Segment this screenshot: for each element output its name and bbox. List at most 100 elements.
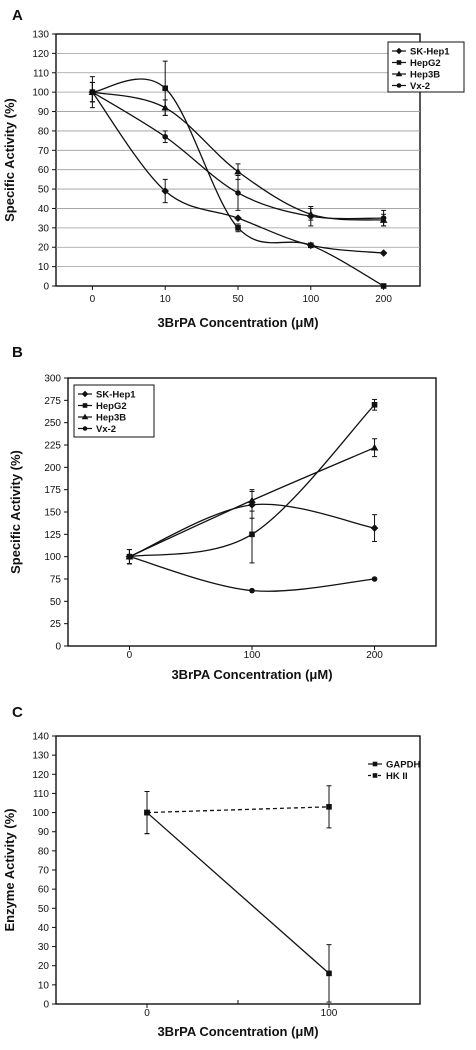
- panel-a-y-tick-label: 0: [43, 282, 49, 293]
- panel-c-series-hk-ii-line: [146, 806, 330, 814]
- panel-a-y-axis-title: Specific Activity (%): [2, 98, 17, 222]
- panel-a-y-tick-label: 80: [38, 126, 50, 137]
- panel-a-x-tick-label: 0: [90, 294, 96, 305]
- panel-a-x-tick-label: 10: [160, 294, 172, 305]
- panel-c-y-tick-label: 60: [38, 885, 50, 896]
- panel-a-series-vx-2-point: [162, 133, 168, 140]
- panel-b-legend-sk-hep1-swatch-marker: [81, 390, 89, 398]
- panel-c-legend-hk-ii-text: HK II: [386, 771, 408, 782]
- panel-a-x-axis-title: 3BrPA Concentration (μM): [157, 315, 318, 330]
- panel-b-x-tick-label: 0: [127, 650, 133, 661]
- panel-c-legend-gapdh-text: GAPDH: [386, 760, 420, 771]
- panel-c-y-tick-label: 100: [32, 808, 49, 819]
- panel-b-y-axis-title: Specific Activity (%): [8, 450, 23, 574]
- panel-c-y-tick-label: 90: [38, 827, 50, 838]
- panel-a-series-hep3b-point: [234, 167, 242, 175]
- panel-b-y-tick-label: 100: [44, 552, 61, 563]
- panel-c-y-tick-label: 70: [38, 866, 50, 877]
- panel-a-y-tick-label: 40: [38, 204, 50, 215]
- panel-a-series-vx-2-point: [308, 213, 314, 220]
- panel-c-y-tick-label: 30: [38, 942, 50, 953]
- panel-b-y-tick-label: 200: [44, 463, 61, 474]
- panel-c-y-tick-label: 40: [38, 923, 50, 934]
- panel-a-plot-frame: [55, 33, 421, 287]
- panel-c-series-hk-ii-point: [326, 804, 332, 810]
- panel-a-legend-vx-2-text: Vx-2: [410, 81, 430, 92]
- panel-a-y-tick-label: 20: [38, 243, 50, 254]
- panel-c-series-gapdh-point: [326, 970, 332, 977]
- panel-a-y-tick-label: 90: [38, 107, 50, 118]
- panel-a-series-sk-hep1-point: [379, 249, 388, 257]
- panel-c-y-tick-label: 80: [38, 846, 50, 857]
- panel-b-y-tick-label: 75: [50, 575, 62, 586]
- panel-a-series-hep3b-point: [161, 103, 169, 111]
- panel-b-x-tick-label: 200: [366, 650, 383, 661]
- panel-a-y-tick-label: 130: [32, 30, 49, 41]
- panel-a-series-vx-2-point: [89, 89, 96, 95]
- panel-b-legend-vx-2-swatch-marker: [82, 426, 88, 431]
- panel-a-y-tick-label: 60: [38, 165, 50, 176]
- panel-b-series-hepg2-point: [371, 402, 378, 408]
- panel-a-series-hepg2-point: [380, 283, 387, 289]
- panel-c-series-hk-ii-point: [144, 809, 150, 816]
- panel-c-y-tick-label: 110: [33, 789, 49, 800]
- panel-c-y-tick-label: 20: [38, 961, 50, 972]
- panel-b-y-tick-label: 225: [44, 441, 61, 452]
- panel-c-series-gapdh-line: [146, 812, 330, 974]
- panel-a-x-tick-label: 100: [302, 294, 319, 305]
- panel-b-legend-sk-hep1-text: SK-Hep1: [96, 390, 136, 401]
- panel-b-series-hepg2-point: [249, 531, 255, 538]
- panel-c-x-axis-title: 3BrPA Concentration (μM): [157, 1024, 318, 1039]
- panel-b-x-tick-label: 100: [244, 650, 261, 661]
- panel-b-series-hep3b-point: [248, 496, 256, 504]
- panel-c-legend-hk-ii-swatch-marker: [372, 773, 378, 778]
- panel-c-y-tick-label: 130: [32, 751, 49, 762]
- panel-a-series-vx-2-point: [380, 215, 387, 221]
- panel-b-series-vx-2-point: [371, 576, 378, 582]
- panel-b-legend-vx-2-text: Vx-2: [96, 424, 116, 435]
- panel-c-y-tick-label: 50: [38, 904, 50, 915]
- panel-a-y-tick-label: 70: [38, 146, 50, 157]
- panel-a-series-vx-2-point: [235, 190, 241, 196]
- panel-b-y-tick-label: 125: [44, 530, 61, 541]
- panel-b-y-tick-label: 50: [50, 597, 62, 608]
- panel-b-y-tick-label: 300: [44, 374, 61, 385]
- panel-b-y-tick-label: 150: [44, 508, 61, 519]
- panel-b-series-hep3b-point: [370, 443, 379, 451]
- panel-c-y-tick-label: 140: [32, 732, 49, 743]
- panel-a-legend-hep3b-text: Hep3B: [410, 70, 440, 81]
- panel-a-series-hepg2-line: [92, 78, 384, 287]
- panel-a-series-sk-hep1-point: [234, 214, 242, 222]
- panel-b-series-vx-2-point: [126, 553, 133, 560]
- panel-a-y-tick-label: 110: [33, 68, 49, 79]
- panel-b-y-tick-label: 250: [44, 418, 61, 429]
- panel-a-legend-sk-hep1-swatch-marker: [395, 47, 403, 55]
- panel-b-series-sk-hep1-point: [370, 524, 379, 532]
- panel-a-x-tick-label: 200: [375, 294, 392, 305]
- panel-b-series-vx-2-point: [249, 587, 255, 594]
- panel-a-legend-vx-2-swatch-marker: [396, 83, 402, 88]
- panel-a-y-tick-label: 50: [38, 185, 50, 196]
- panel-b-label: B: [12, 344, 23, 361]
- panel-a-x-tick-label: 50: [232, 294, 244, 305]
- panel-c-y-axis-title: Enzyme Activity (%): [2, 808, 17, 931]
- panel-b-legend-hepg2-swatch-marker: [82, 403, 88, 408]
- panel-a-series-sk-hep1-point: [161, 187, 169, 195]
- panel-a-legend-hepg2-swatch-marker: [396, 60, 402, 65]
- panel-c-plot-frame: [55, 735, 421, 1005]
- panel-a-legend-hepg2-text: HepG2: [410, 58, 441, 69]
- panel-a-series-hepg2-point: [308, 242, 314, 249]
- panel-c-legend-gapdh-swatch-marker: [372, 761, 378, 767]
- panel-c-label: C: [12, 704, 23, 721]
- panel-c-y-tick-label: 0: [43, 1000, 49, 1011]
- panel-b-y-tick-label: 175: [44, 485, 61, 496]
- panel-c-y-tick-label: 10: [38, 980, 50, 991]
- panel-a-y-tick-label: 120: [32, 49, 49, 60]
- panel-a-label: A: [12, 7, 23, 24]
- panel-c-x-tick-label: 0: [144, 1008, 150, 1019]
- panel-b-legend-hep3b-text: Hep3B: [96, 413, 126, 424]
- panel-c-y-tick-label: 120: [32, 770, 49, 781]
- panel-a-y-tick-label: 30: [38, 223, 50, 234]
- panel-b-y-tick-label: 0: [55, 642, 61, 653]
